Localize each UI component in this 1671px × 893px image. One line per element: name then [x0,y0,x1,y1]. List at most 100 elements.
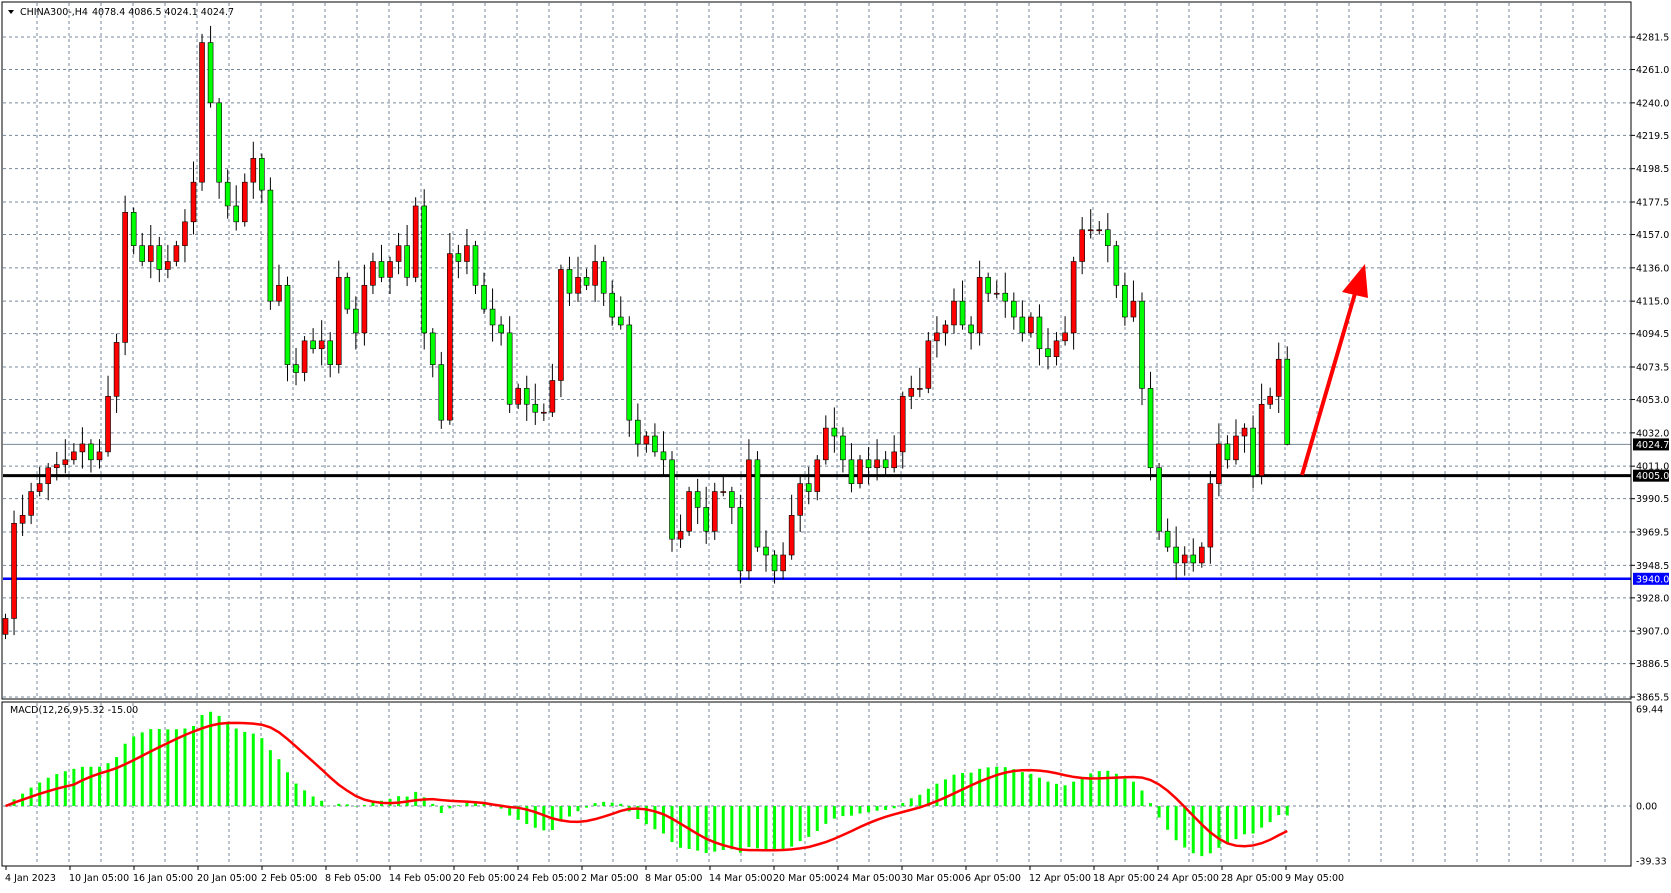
candle [865,447,872,485]
candle-body-bull [1267,396,1273,405]
candle-body-bull [250,158,257,183]
candle [207,25,214,108]
price-tick-label: 3948.5 [1636,561,1669,572]
candle [139,232,146,267]
axes: 4281.5 4261.0 4240.0 4219.5 4198.5 4177.5 4157… [5,33,1669,885]
candle-body-bull [53,464,60,469]
candle-body-bull [1207,483,1214,548]
dropdown-triangle-icon[interactable] [8,10,14,14]
candle-body-bear [130,212,137,246]
candle [763,530,769,572]
candles [2,25,1291,640]
candle-body-bear [566,269,573,294]
price-tick-label: 4032.0 [1636,428,1669,439]
candle-body-bull [934,332,940,342]
candle-body-bull [335,277,342,365]
candle [267,177,274,310]
candle-body-bull [686,491,692,532]
candle [840,427,846,473]
candle [79,427,86,469]
candle-body-bear [1139,300,1145,389]
level-price-label: 3940.0 [1636,574,1669,585]
candle-body-bull [387,261,393,278]
candle [165,244,171,279]
candle [1207,470,1214,564]
candle-body-bear [1250,427,1256,476]
candle [541,403,547,421]
candle-body-bear [882,459,889,469]
candle [378,244,385,283]
candle-body-bear [523,388,530,405]
candle [523,375,530,421]
candle [729,486,735,525]
date-tick-label: 20 Feb 05:00 [453,873,515,884]
candle [925,332,932,394]
candle-body-bull [301,340,308,373]
candle-body-bear [626,324,633,421]
candle-body-bear [1284,358,1291,445]
candle [532,383,539,425]
candle-body-bull [857,459,863,484]
candle-body-bear [1113,245,1120,286]
candle [737,494,744,584]
candle-body-bull [199,42,205,183]
candle [1224,435,1231,469]
candle-body-bear [805,483,812,492]
candle-body-bear [310,340,316,350]
price-tick-label: 3865.5 [1636,693,1669,704]
candle [1181,546,1188,576]
candle-body-bear [506,332,513,405]
candle-body-bull [797,483,803,516]
candle-body-bear [600,261,607,294]
level-price-badge [1633,469,1669,482]
macd-tick-label: 0.00 [1636,802,1657,813]
candle [788,494,795,560]
candle-body-bull [1199,546,1205,564]
macd-tick-label: 69.44 [1636,705,1663,716]
candle-body-bear [421,205,428,334]
candle-body-bull [1079,229,1085,262]
candle-body-bear [1045,348,1051,357]
candle [301,336,308,382]
candle [1216,423,1222,497]
candle-body-bull [71,451,77,461]
candle [421,189,428,350]
candle-body-bear [1002,292,1009,302]
candle [1087,209,1094,239]
candle-body-bull [720,491,727,493]
candle [1062,316,1068,346]
candle-body-bull [891,451,897,469]
candle [592,244,598,302]
candle-body-bull [147,245,154,262]
price-tick-label: 4219.5 [1636,131,1669,142]
candle [746,439,752,580]
candle [412,197,419,283]
candle [498,316,504,346]
price-tick-label: 4094.5 [1636,329,1669,340]
candle [1267,387,1273,410]
candle [1190,538,1197,572]
candle-body-bull [190,181,197,223]
candle [293,347,299,386]
candle [1053,332,1060,366]
candle-body-bull [899,396,906,453]
candle-body-bear [635,419,641,445]
up-arrow-annotation[interactable] [1300,264,1368,476]
candle-body-bear [1190,554,1197,564]
level-price-badge [1633,572,1669,585]
price-tick-label: 3928.0 [1636,593,1669,604]
macd-tick-label: -39.33 [1636,857,1667,868]
candle [780,542,786,580]
candle-body-bull [541,411,547,414]
candle-body-bull [1241,427,1248,437]
candle-body-bear [737,507,744,572]
candle [19,494,26,536]
candle-body-bull [182,221,188,246]
bid-price-label: 4024.7 [1636,440,1669,451]
candle [36,466,43,497]
date-tick-label: 20 Jan 05:00 [197,873,257,884]
candle [404,225,410,287]
candle-body-bull [464,245,470,262]
